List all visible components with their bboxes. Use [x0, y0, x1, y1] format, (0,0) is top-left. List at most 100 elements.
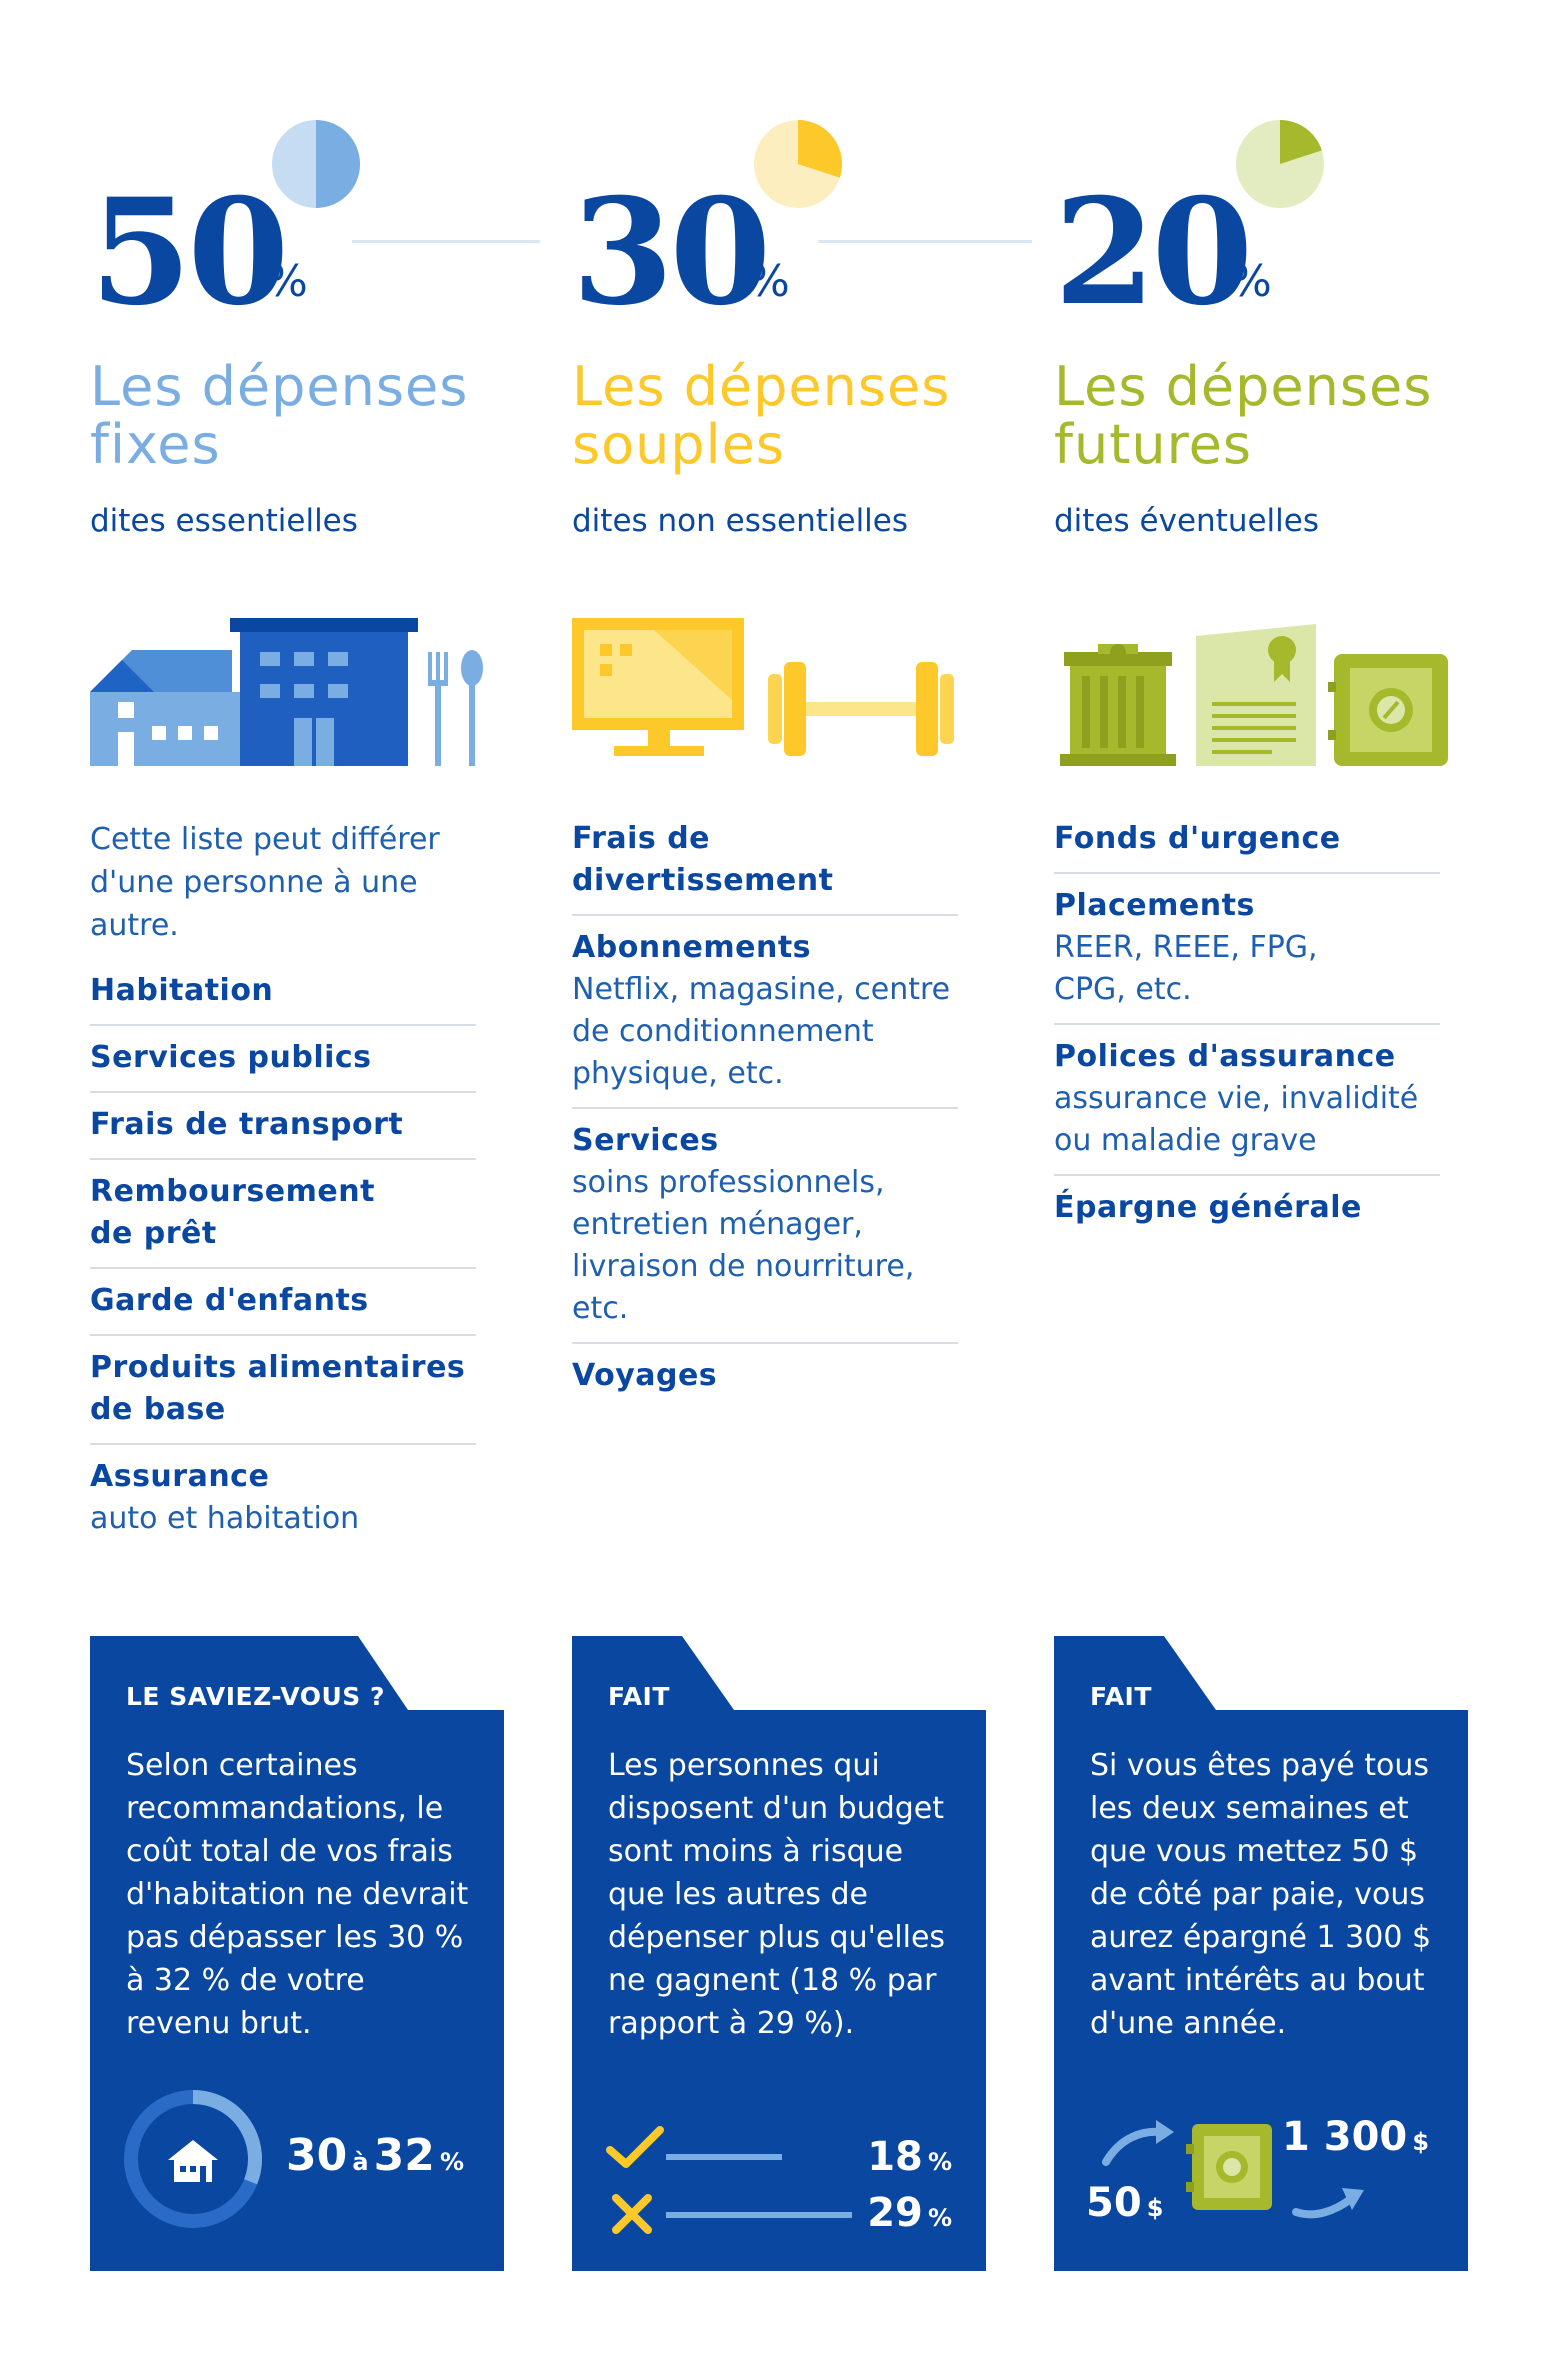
- category-title-line1: Les dépenses: [572, 355, 951, 418]
- cross-value: 29: [867, 2190, 923, 2236]
- item-description: assurance vie, invalidité ou maladie gra…: [1054, 1081, 1419, 1158]
- category-title-line1: Les dépenses: [1054, 355, 1433, 418]
- item-title: Services: [572, 1123, 719, 1158]
- item-title: Habitation: [90, 973, 274, 1008]
- card-stat: 18 % 29 %: [572, 2076, 986, 2271]
- list-item: Services soins professionnels, entretien…: [572, 1109, 958, 1344]
- item-description: REER, REEE, FPG, CPG, etc.: [1054, 930, 1318, 1007]
- list-item: Voyages: [572, 1344, 958, 1409]
- list-item: Polices d'assurance assurance vie, inval…: [1054, 1025, 1440, 1176]
- list-item: Produits alimentaires de base: [90, 1336, 476, 1445]
- percent-value: 30: [572, 167, 771, 338]
- cross-bar: [666, 2212, 852, 2218]
- item-title: Épargne générale: [1054, 1190, 1362, 1225]
- check-bar: [666, 2154, 782, 2160]
- stat-in: 50: [1086, 2180, 1142, 2226]
- item-title: Abonnements: [572, 930, 812, 965]
- connector-line-1: [352, 240, 540, 243]
- item-title: Remboursement de prêt: [90, 1174, 375, 1251]
- list-item: Services publics: [90, 1026, 476, 1093]
- card-stat: 30 à 32 %: [90, 2076, 504, 2271]
- item-title: Produits alimentaires de base: [90, 1350, 466, 1427]
- category-title-line2: souples: [572, 413, 786, 476]
- category-subtitle: dites essentielles: [90, 503, 358, 539]
- safe-icon: [1186, 2124, 1272, 2210]
- fact-card: FAIT Les personnes qui disposent d'un bu…: [572, 1636, 986, 2271]
- progress-ring-icon: [124, 2090, 262, 2228]
- category-subtitle: dites éventuelles: [1054, 503, 1319, 539]
- list-item: Fonds d'urgence: [1054, 818, 1440, 874]
- percent-sign: %: [748, 256, 790, 307]
- input-stat: 50 $: [1086, 2180, 1163, 2226]
- list-item: Remboursement de prêt: [90, 1160, 476, 1269]
- expense-list: Fonds d'urgence Placements REER, REEE, F…: [1054, 818, 1440, 1241]
- item-title: Polices d'assurance: [1054, 1039, 1396, 1074]
- stat-sign: $: [1146, 2194, 1164, 2222]
- item-title: Garde d'enfants: [90, 1283, 369, 1318]
- list-intro: Cette liste peut différer d'une personne…: [90, 822, 440, 943]
- item-description: soins professionnels, entretien ménager,…: [572, 1165, 915, 1326]
- list-item: Épargne générale: [1054, 1176, 1440, 1241]
- card-text: Selon certaines recommandations, le coût…: [126, 1748, 469, 2041]
- stat-connector: à: [352, 2148, 369, 2176]
- category-title-line2: fixes: [90, 413, 221, 476]
- category-title: Les dépenses fixes: [90, 358, 530, 474]
- card-text: Si vous êtes payé tous les deux semaines…: [1090, 1748, 1432, 2041]
- list-item: Garde d'enfants: [90, 1269, 476, 1336]
- cross-stat: 29 %: [867, 2190, 952, 2236]
- item-description: Netflix, magasine, centre de conditionne…: [572, 972, 951, 1091]
- arrow-right-icon: [1292, 2188, 1364, 2219]
- percent-value: 50: [90, 167, 289, 338]
- item-title: Voyages: [572, 1358, 718, 1393]
- item-title: Frais de divertissement: [572, 821, 834, 898]
- stat-from: 30: [286, 2130, 348, 2181]
- item-title: Placements: [1054, 888, 1255, 923]
- list-item: Frais de transport: [90, 1093, 476, 1160]
- list-item: Habitation: [90, 959, 476, 1026]
- output-stat: 1 300 $: [1282, 2114, 1429, 2160]
- check-value: 18: [867, 2134, 923, 2180]
- stat-sign: $: [1412, 2128, 1430, 2156]
- list-item: Frais de divertissement: [572, 818, 958, 916]
- card-label: FAIT: [608, 1682, 670, 1711]
- stat-sign: %: [927, 2204, 952, 2232]
- category-title: Les dépenses futures: [1054, 358, 1494, 474]
- item-title: Frais de transport: [90, 1107, 404, 1142]
- connector-line-2: [818, 240, 1032, 243]
- card-label: LE SAVIEZ-VOUS ?: [126, 1682, 386, 1711]
- pie-50-icon: [272, 120, 360, 208]
- stat-sign: %: [439, 2148, 464, 2176]
- list-item: Placements REER, REEE, FPG, CPG, etc.: [1054, 874, 1440, 1025]
- expense-list: Cette liste peut différer d'une personne…: [90, 818, 476, 1552]
- list-item: Assurance auto et habitation: [90, 1445, 476, 1552]
- percent-value: 20: [1054, 167, 1253, 338]
- tv-dumbbell-icon: [572, 618, 954, 756]
- pie-20-icon: [1236, 120, 1324, 208]
- bank-certificate-safe-icon: [1060, 624, 1448, 766]
- check-stat: 18 %: [867, 2134, 952, 2180]
- stat-sign: %: [927, 2148, 952, 2176]
- card-background: [90, 1636, 504, 2271]
- fact-card: FAIT Si vous êtes payé tous les deux sem…: [1054, 1636, 1468, 2271]
- expense-list: Frais de divertissement Abonnements Netf…: [572, 818, 958, 1409]
- fact-card: LE SAVIEZ-VOUS ? Selon certaines recomma…: [90, 1636, 504, 2271]
- range-stat: 30 à 32 %: [286, 2130, 464, 2181]
- card-background: [572, 1636, 986, 2271]
- card-stat: 50 $ 1 300 $: [1054, 2076, 1468, 2271]
- category-title: Les dépenses souples: [572, 358, 1012, 474]
- item-title: Assurance: [90, 1459, 270, 1494]
- pie-30-icon: [754, 120, 843, 208]
- card-label: FAIT: [1090, 1682, 1152, 1711]
- arrow-up-icon: [1102, 2120, 1174, 2166]
- check-icon: [606, 2126, 664, 2168]
- category-title-line1: Les dépenses: [90, 355, 469, 418]
- stat-to: 32: [373, 2130, 435, 2181]
- card-text: Les personnes qui disposent d'un budget …: [608, 1748, 946, 2041]
- item-title: Services publics: [90, 1040, 372, 1075]
- stat-out: 1 300: [1282, 2114, 1408, 2160]
- category-title-line2: futures: [1054, 413, 1253, 476]
- percent-sign: %: [1230, 256, 1272, 307]
- house-building-cutlery-icon: [90, 618, 483, 766]
- list-item: Abonnements Netflix, magasine, centre de…: [572, 916, 958, 1109]
- percent-sign: %: [266, 256, 308, 307]
